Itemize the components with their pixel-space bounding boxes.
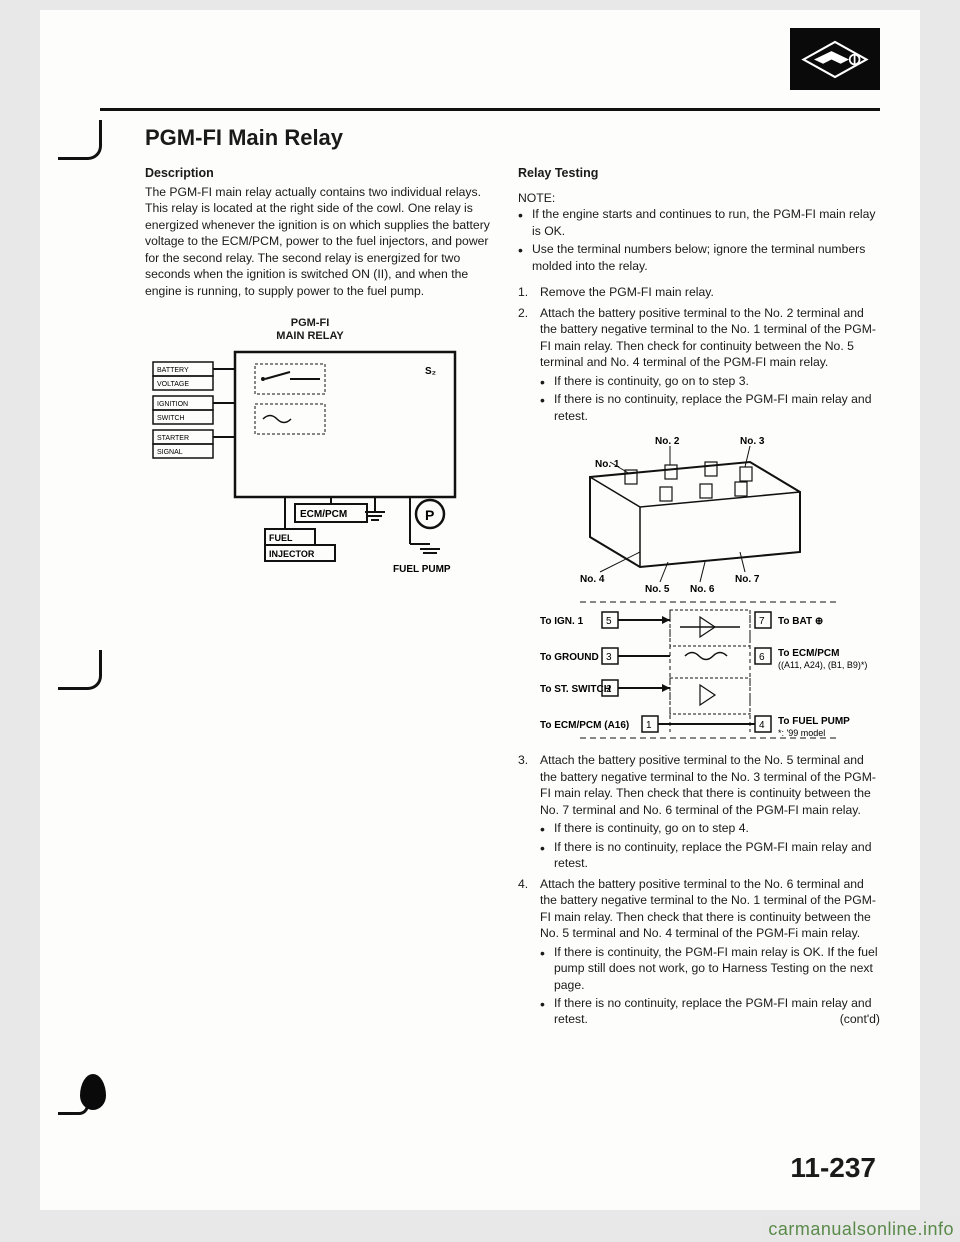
tool-icon (790, 28, 880, 90)
svg-text:SWITCH: SWITCH (157, 415, 185, 422)
svg-text:No. 2: No. 2 (655, 436, 680, 447)
svg-text:No. 5: No. 5 (645, 584, 670, 595)
svg-text:VOLTAGE: VOLTAGE (157, 381, 189, 388)
step-1: 1.Remove the PGM-FI main relay. (518, 284, 880, 300)
svg-text:1: 1 (646, 720, 652, 731)
step-1-text: Remove the PGM-FI main relay. (540, 285, 714, 299)
svg-text:4: 4 (759, 720, 765, 731)
content: PGM-FI Main Relay Description The PGM-FI… (145, 125, 880, 1190)
svg-text:No. 6: No. 6 (690, 584, 715, 595)
svg-text:3: 3 (606, 652, 612, 663)
step-4-bullet: If there is no continuity, replace the P… (540, 995, 880, 1028)
svg-text:No. 7: No. 7 (735, 574, 760, 585)
margin-tab-2 (58, 650, 102, 690)
svg-text:((A11, A24), (B1, B9)*): ((A11, A24), (B1, B9)*) (778, 660, 867, 670)
margin-tab-3 (58, 1070, 108, 1114)
svg-text:No. 4: No. 4 (580, 574, 605, 585)
page-title: PGM-FI Main Relay (145, 125, 880, 151)
svg-text:2: 2 (606, 684, 612, 695)
svg-text:BATTERY: BATTERY (157, 367, 189, 374)
svg-text:7: 7 (759, 616, 765, 627)
svg-text:FUEL: FUEL (269, 533, 293, 543)
step-3: 3. Attach the battery positive terminal … (518, 752, 880, 871)
svg-text:No. 1: No. 1 (595, 459, 620, 470)
svg-text:FUEL PUMP: FUEL PUMP (393, 564, 451, 574)
step-3-bullet: If there is continuity, go on to step 4. (540, 820, 880, 836)
right-column: Relay Testing NOTE: If the engine starts… (518, 165, 880, 1032)
step-2-bullet: If there is continuity, go on to step 3. (540, 373, 880, 389)
svg-text:To IGN. 1: To IGN. 1 (540, 616, 584, 627)
page: PGM-FI Main Relay Description The PGM-FI… (40, 10, 920, 1210)
svg-text:6: 6 (759, 652, 765, 663)
svg-text:To GROUND: To GROUND (540, 652, 599, 663)
svg-text:*: '99 model: *: '99 model (778, 728, 825, 738)
svg-text:P: P (425, 507, 434, 523)
description-heading: Description (145, 165, 490, 182)
svg-text:To ECM/PCM (A16): To ECM/PCM (A16) (540, 720, 629, 731)
step-3-bullet: If there is no continuity, replace the P… (540, 839, 880, 872)
step-2: 2. Attach the battery positive terminal … (518, 305, 880, 747)
relay-diagram: No. 2 No. 3 No. 1 (540, 432, 880, 746)
svg-text:5: 5 (606, 616, 612, 627)
note-item: Use the terminal numbers below; ignore t… (518, 241, 880, 274)
watermark: carmanualsonline.info (762, 1217, 960, 1242)
diagram-title-1: PGM-FI (291, 317, 330, 329)
svg-text:To FUEL PUMP: To FUEL PUMP (778, 716, 850, 727)
note-label: NOTE: (518, 190, 880, 206)
description-body: The PGM-FI main relay actually contains … (145, 184, 490, 299)
step-3-text: Attach the battery positive terminal to … (540, 753, 876, 816)
left-column: Description The PGM-FI main relay actual… (145, 165, 490, 1032)
note-item: If the engine starts and continues to ru… (518, 206, 880, 239)
diagram-title-2: MAIN RELAY (276, 330, 343, 342)
svg-text:INJECTOR: INJECTOR (269, 549, 315, 559)
svg-text:SIGNAL: SIGNAL (157, 449, 183, 456)
svg-text:To ECM/PCM: To ECM/PCM (778, 648, 839, 659)
svg-text:ECM/PCM: ECM/PCM (300, 509, 347, 520)
wiring-diagram: PGM-FI MAIN RELAY BATTERY (145, 317, 475, 577)
margin-tab-1 (58, 120, 102, 160)
page-number: 11-237 (790, 1152, 876, 1184)
header-rule (100, 108, 880, 111)
step-2-text: Attach the battery positive terminal to … (540, 306, 876, 369)
svg-text:To ST. SWITCH: To ST. SWITCH (540, 684, 611, 695)
contd-label: (cont'd) (840, 1011, 880, 1027)
step-4: 4. Attach the battery positive terminal … (518, 876, 880, 1028)
svg-text:IGNITION: IGNITION (157, 401, 188, 408)
svg-text:S₂: S₂ (425, 366, 436, 377)
svg-text:STARTER: STARTER (157, 435, 189, 442)
relay-testing-heading: Relay Testing (518, 165, 880, 182)
step-4-bullet: If there is continuity, the PGM-FI main … (540, 944, 880, 993)
svg-text:To BAT ⊕: To BAT ⊕ (778, 616, 823, 627)
wiring-svg: BATTERY VOLTAGE IGNITION SWITCH STARTER … (145, 344, 475, 574)
step-4-b2-text: If there is no continuity, replace the P… (554, 996, 871, 1026)
step-4-text: Attach the battery positive terminal to … (540, 877, 876, 940)
step-2-bullet: If there is no continuity, replace the P… (540, 391, 880, 424)
svg-text:No. 3: No. 3 (740, 436, 765, 447)
